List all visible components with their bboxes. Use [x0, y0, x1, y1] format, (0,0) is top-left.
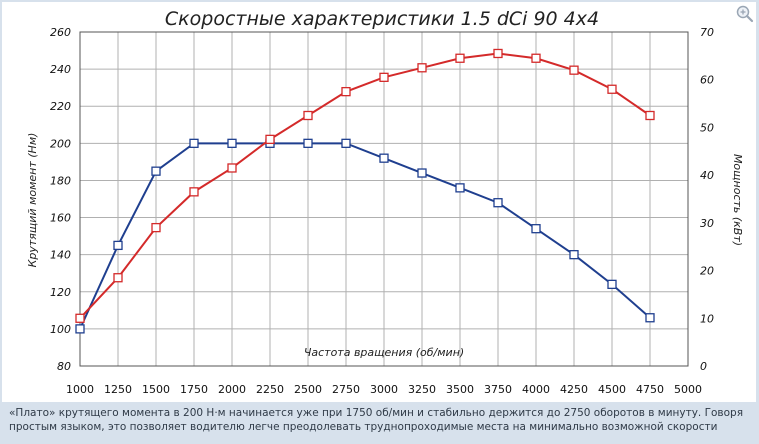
magnifier-plus-icon[interactable]	[735, 4, 755, 24]
y2-tick-label: 70	[700, 26, 714, 39]
torque-point	[645, 313, 655, 323]
power-line	[79, 52, 651, 319]
torque-point	[189, 138, 199, 148]
y2-tick-label: 50	[700, 121, 714, 134]
y-tick-label: 200	[50, 137, 71, 150]
power-point	[189, 187, 199, 197]
power-point	[569, 65, 579, 75]
torque-point	[531, 224, 541, 234]
y-tick-label: 160	[50, 212, 71, 225]
x-tick-label: 3250	[408, 383, 436, 396]
y-tick-label: 180	[50, 174, 71, 187]
y2-tick-label: 30	[700, 217, 714, 230]
power-point	[151, 222, 161, 233]
y-tick-label: 80	[57, 360, 71, 373]
torque-point	[75, 324, 85, 334]
x-tick-label: 2000	[218, 383, 246, 396]
y-tick-label: 120	[50, 286, 71, 299]
x-tick-label: 1000	[66, 383, 94, 396]
power-point	[493, 48, 503, 59]
y2-tick-label: 20	[700, 265, 714, 278]
torque-point	[151, 166, 161, 176]
x-tick-label: 5000	[674, 383, 702, 396]
torque-point	[341, 138, 351, 148]
x-tick-label: 3750	[484, 383, 512, 396]
power-point	[531, 53, 541, 63]
x-tick-label: 1250	[104, 383, 132, 396]
torque-point	[569, 250, 579, 260]
torque-point	[493, 198, 503, 208]
power-point	[417, 63, 427, 73]
power-point	[265, 134, 275, 145]
x-tick-label: 4500	[598, 383, 626, 396]
torque-point	[303, 138, 313, 148]
torque-point	[379, 153, 389, 163]
power-point	[75, 313, 85, 323]
power-point	[303, 110, 313, 121]
torque-point	[607, 279, 617, 290]
power-point	[607, 84, 617, 94]
power-point	[113, 273, 123, 283]
y-axis-label: Крутящий момент (Нм)	[26, 133, 39, 268]
y-tick-label: 240	[50, 63, 71, 76]
power-point	[341, 86, 351, 97]
y2-tick-label: 40	[700, 169, 714, 182]
x-tick-label: 1750	[180, 383, 208, 396]
axes: 1000 1250 1500 1750 2000 2250 2500 2750 3000 3250…	[50, 26, 714, 396]
power-point	[455, 53, 465, 63]
torque-point	[417, 168, 427, 178]
power-point	[227, 163, 237, 173]
x-tick-label: 4750	[636, 383, 664, 396]
torque-line	[79, 142, 651, 330]
y2-axis-label: Мощность (кВт)	[731, 154, 744, 246]
y2-tick-label: 60	[700, 74, 714, 87]
x-axis-label: Частота вращения (об/мин)	[304, 346, 464, 359]
y-tick-label: 100	[50, 323, 71, 336]
x-tick-label: 2250	[256, 383, 284, 396]
chart: 1000 1250 1500 1750 2000 2250 2500 2750 3000 3250…	[2, 2, 756, 402]
y-tick-label: 260	[50, 26, 71, 39]
y2-tick-label: 0	[700, 360, 707, 373]
x-tick-label: 1500	[142, 383, 170, 396]
y-tick-label: 140	[50, 249, 71, 262]
chart-title: Скоростные характеристики 1.5 dCi 90 4x4	[165, 8, 599, 30]
figure-caption: «Плато» крутящего момента в 200 Н·м начи…	[9, 407, 744, 433]
chart-background	[2, 2, 756, 402]
x-tick-label: 2500	[294, 383, 322, 396]
x-tick-label: 3500	[446, 383, 474, 396]
y2-tick-label: 10	[700, 312, 714, 325]
torque-point	[113, 240, 123, 251]
x-tick-label: 4250	[560, 383, 588, 396]
series-group	[75, 48, 655, 334]
x-tick-label: 2750	[332, 383, 360, 396]
power-point	[379, 72, 389, 82]
plot-border	[79, 31, 689, 367]
y-tick-label: 220	[50, 100, 71, 113]
power-point	[645, 110, 655, 121]
x-tick-label: 3000	[370, 383, 398, 396]
torque-point	[455, 183, 465, 193]
x-tick-label: 4000	[522, 383, 550, 396]
torque-point	[227, 138, 237, 148]
